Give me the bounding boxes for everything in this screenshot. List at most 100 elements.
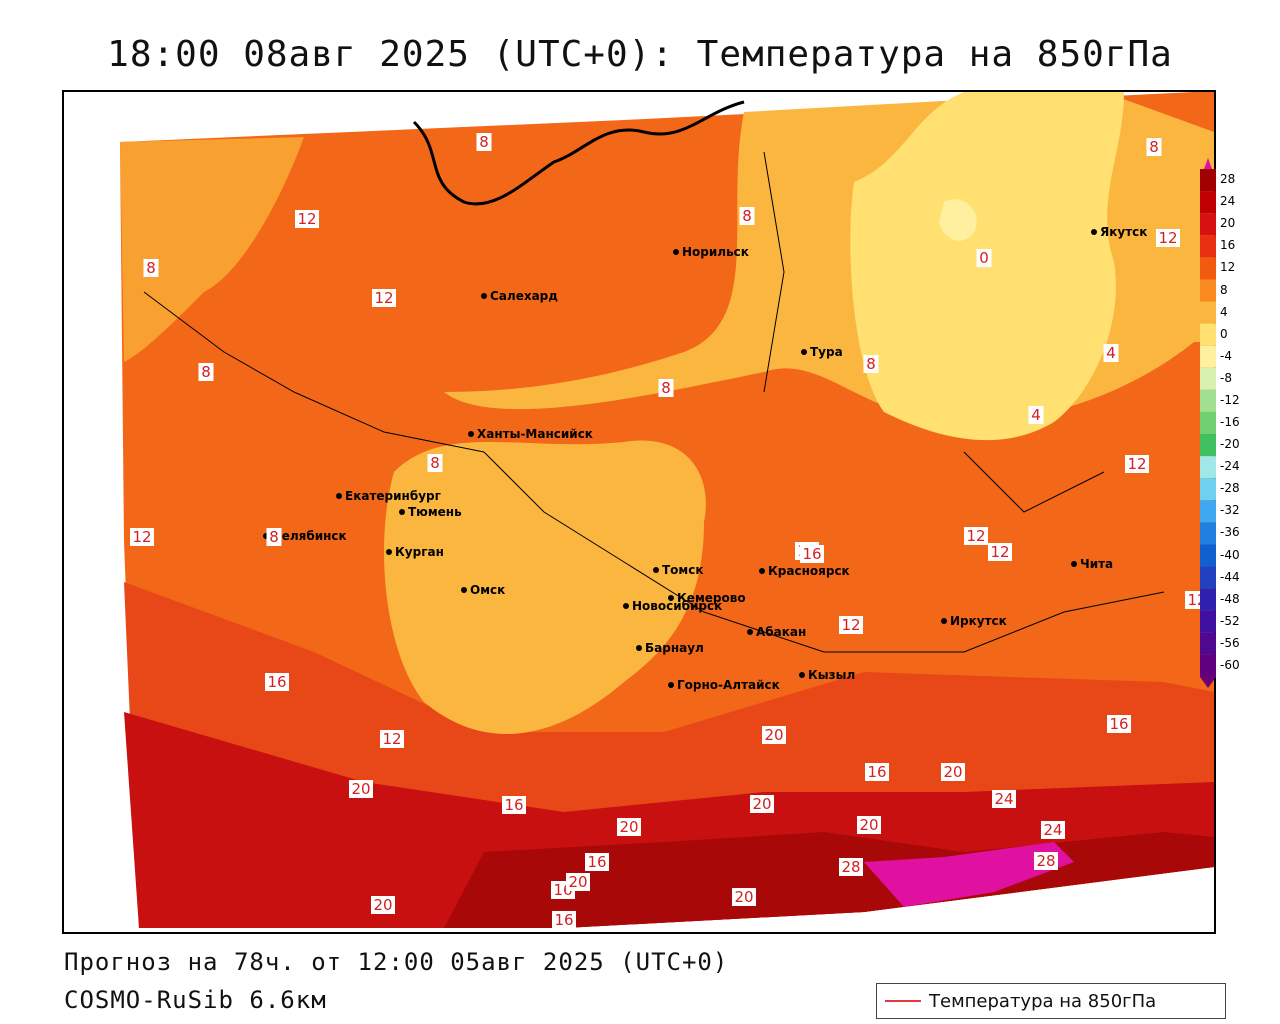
city-marker [481, 293, 487, 299]
colorbar-swatch [1200, 456, 1216, 479]
model-info: COSMO-RuSib 6.6км [64, 986, 327, 1014]
city-marker [673, 249, 679, 255]
isotherm-label: 12 [130, 528, 154, 546]
svg-text:12: 12 [841, 616, 860, 634]
city-label: Екатеринбург [345, 489, 441, 503]
map-view[interactable]: Норильск Салехард Тура Якутск Ханты-Мансийск… [62, 90, 1216, 934]
isotherm-label: 8 [739, 207, 755, 225]
colorbar-swatch [1200, 323, 1216, 346]
svg-text:20: 20 [764, 726, 783, 744]
svg-text:12: 12 [990, 543, 1009, 561]
city-label: Омск [470, 583, 505, 597]
colorbar-tick-label: -28 [1220, 481, 1240, 496]
cities-layer: Норильск Салехард Тура Якутск Ханты-Мансийск… [263, 225, 1147, 692]
svg-text:4: 4 [1031, 406, 1041, 424]
isotherm-label: 8 [143, 259, 159, 277]
svg-text:20: 20 [734, 888, 753, 906]
city-label: Горно-Алтайск [677, 678, 780, 692]
isotherm-label: 8 [863, 355, 879, 373]
isotherm-label: 24 [1041, 821, 1065, 839]
colorbar-swatch [1200, 213, 1216, 236]
colorbar-tick-label: 24 [1220, 194, 1236, 209]
svg-text:8: 8 [1149, 138, 1159, 156]
city-label: Кызыл [808, 668, 855, 682]
colorbar-tick-label: -60 [1220, 657, 1240, 672]
isotherm-label: 8 [1146, 138, 1162, 156]
city-marker [1091, 229, 1097, 235]
colorbar-tick-label: -52 [1220, 613, 1240, 628]
colorbar-swatch [1200, 411, 1216, 435]
city-marker [653, 567, 659, 573]
colorbar-tick-label: 12 [1220, 260, 1236, 275]
isotherm-label: 12 [988, 543, 1012, 561]
city-marker [461, 587, 467, 593]
colorbar-tick-label: -48 [1220, 591, 1240, 606]
isotherm-label: 8 [476, 133, 492, 151]
svg-text:24: 24 [1043, 821, 1062, 839]
svg-text:8: 8 [661, 379, 671, 397]
city-marker [399, 509, 405, 515]
isotherm-label: 4 [1028, 406, 1044, 424]
colorbar-tick-label: 28 [1220, 172, 1236, 187]
isotherm-label: 20 [762, 726, 786, 744]
svg-text:8: 8 [201, 363, 211, 381]
isotherm-label: 12 [295, 210, 319, 228]
colorbar-swatch [1200, 389, 1216, 412]
colorbar-tick-label: -8 [1220, 370, 1232, 385]
isotherm-label: 20 [617, 818, 641, 836]
city-marker [636, 645, 642, 651]
city-marker [747, 629, 753, 635]
isotherm-label: 20 [566, 873, 590, 891]
colorbar-tick-label: -56 [1220, 635, 1240, 650]
city-marker [668, 595, 674, 601]
city-label: Курган [395, 545, 444, 559]
city-label: Салехард [490, 289, 558, 303]
isotherm-label: 16 [1107, 715, 1131, 733]
isotherm-label: 12 [380, 730, 404, 748]
city-marker [941, 618, 947, 624]
isotherm-label: 8 [427, 454, 443, 472]
city-label: Красноярск [768, 564, 850, 578]
svg-text:12: 12 [1127, 455, 1146, 473]
colorbar-swatch [1200, 632, 1216, 655]
isotherm-label: 20 [750, 795, 774, 813]
city-label: Якутск [1100, 225, 1147, 239]
city-marker [668, 682, 674, 688]
svg-text:20: 20 [752, 795, 771, 813]
colorbar-tick-label: -44 [1220, 569, 1240, 584]
colorbar-swatch [1200, 588, 1216, 611]
isotherm-label: 20 [941, 763, 965, 781]
colorbar-tick-label: 20 [1220, 216, 1236, 231]
city-label: Чита [1080, 557, 1113, 571]
colorbar-tick-label: -36 [1220, 525, 1240, 540]
svg-text:8: 8 [742, 207, 752, 225]
colorbar-swatch [1200, 169, 1216, 192]
isotherm-label: 16 [800, 545, 824, 563]
isotherm-labels-layer: 8128128012844812888128161212121212161216… [130, 133, 1209, 929]
svg-text:16: 16 [504, 796, 523, 814]
temperature-map: Норильск Салехард Тура Якутск Ханты-Мансийск… [64, 92, 1214, 932]
svg-text:20: 20 [373, 896, 392, 914]
colorbar-tick-label: 8 [1220, 282, 1228, 297]
colorbar-swatch [1200, 191, 1216, 214]
svg-text:28: 28 [841, 858, 860, 876]
isotherm-label: 4 [1103, 344, 1119, 362]
colorbar-swatch [1200, 544, 1216, 567]
colorbar-swatch [1200, 434, 1216, 457]
legend-line-swatch [885, 1000, 921, 1002]
svg-text:16: 16 [267, 673, 286, 691]
city-label: Кемерово [677, 591, 746, 605]
isotherm-label: 24 [992, 790, 1016, 808]
svg-text:12: 12 [966, 527, 985, 545]
colorbar-swatch [1200, 301, 1216, 324]
svg-text:16: 16 [554, 911, 573, 929]
isotherm-label: 16 [265, 673, 289, 691]
temperature-zone-8-south [384, 440, 706, 735]
svg-text:8: 8 [269, 528, 279, 546]
city-label: Тюмень [408, 505, 462, 519]
colorbar-tick-label: -40 [1220, 547, 1240, 562]
colorbar-tick-label: -16 [1220, 415, 1240, 429]
isotherm-label: 20 [732, 888, 756, 906]
isotherm-label: 12 [839, 616, 863, 634]
colorbar-swatch [1200, 654, 1216, 677]
